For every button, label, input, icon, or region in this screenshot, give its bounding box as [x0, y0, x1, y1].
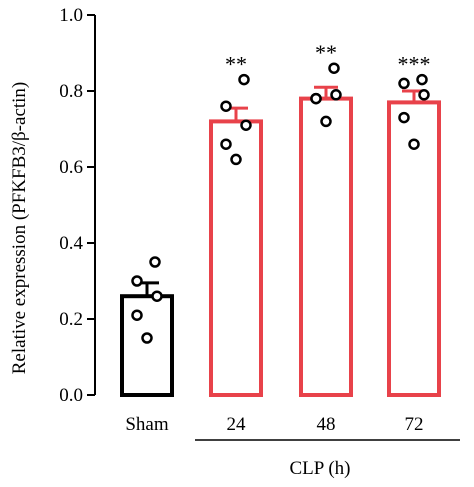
significance-marker: **	[225, 52, 247, 77]
data-point	[408, 138, 420, 150]
data-point	[328, 62, 340, 74]
bars: ** ** ***	[120, 40, 441, 398]
bar-48	[299, 96, 353, 397]
y-tick-label: 0.6	[59, 157, 83, 178]
y-tick-label: 0.0	[59, 385, 83, 406]
x-axis-labels: Sham 24 48 72	[125, 414, 423, 435]
y-tick-label: 0.4	[59, 233, 83, 254]
bar-Sham	[120, 294, 174, 398]
data-point	[398, 77, 410, 90]
data-point	[320, 115, 332, 128]
data-point	[418, 89, 430, 101]
y-axis-ticks: 0.0 0.2 0.4 0.6 0.8 1.0	[59, 5, 95, 406]
data-point	[131, 309, 143, 321]
y-axis-title: Relative expression (PFKFB3/β-actin)	[9, 82, 30, 375]
x-tick-label: 72	[405, 414, 424, 435]
data-point	[220, 100, 232, 112]
significance-marker: **	[315, 40, 337, 65]
data-point	[310, 92, 322, 105]
significance-marker: ***	[398, 52, 431, 77]
data-point	[151, 290, 163, 302]
data-point	[220, 138, 232, 150]
data-point	[330, 89, 342, 101]
x-tick-label: 48	[317, 414, 336, 435]
data-point	[141, 332, 153, 344]
y-tick-label: 0.2	[59, 309, 83, 330]
data-point	[398, 111, 410, 124]
group-label: CLP (h)	[289, 458, 350, 479]
data-point	[238, 73, 250, 86]
data-point	[416, 73, 428, 86]
x-tick-label: Sham	[125, 414, 169, 435]
y-tick-label: 0.8	[59, 81, 83, 102]
y-tick-label: 1.0	[59, 5, 83, 26]
data-point	[149, 256, 161, 268]
data-point	[240, 119, 252, 131]
data-point	[230, 153, 242, 166]
data-point	[131, 275, 143, 287]
x-tick-label: 24	[227, 414, 247, 435]
